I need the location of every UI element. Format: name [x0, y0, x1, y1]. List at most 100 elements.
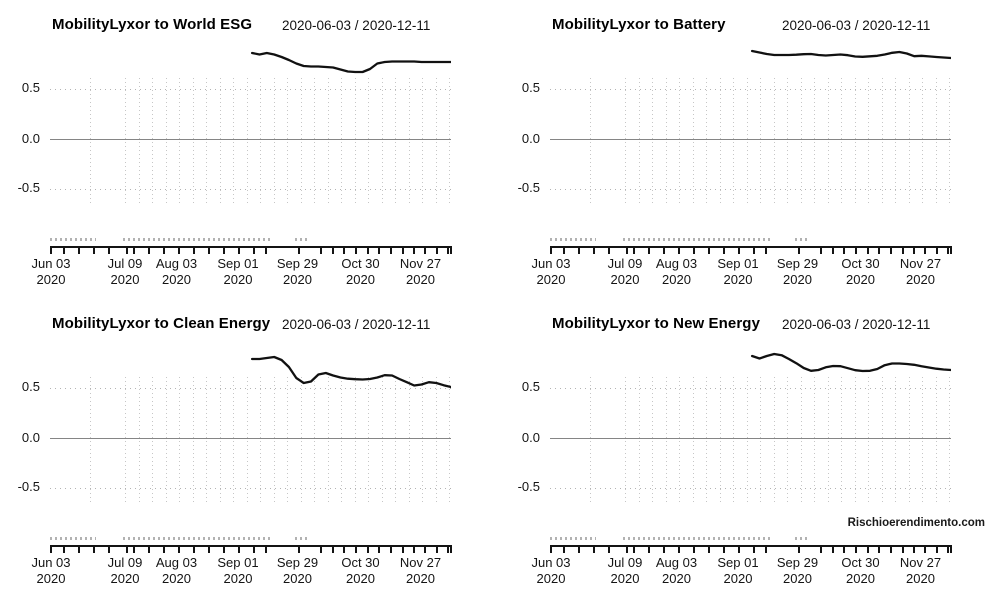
x-axis-tick — [924, 546, 926, 553]
vertical-gridline — [287, 78, 288, 204]
x-axis-label-date: Oct 30 — [841, 555, 880, 570]
vertical-gridline — [300, 78, 302, 204]
x-axis-tick — [93, 546, 95, 553]
x-axis-tick — [723, 247, 725, 254]
chart-title: MobilityLyxor to New Energy — [552, 315, 761, 332]
x-axis-label: Aug 03 2020 — [645, 555, 709, 587]
x-axis-tick — [738, 546, 740, 553]
x-axis-tick — [78, 247, 80, 254]
vertical-gridline — [590, 377, 591, 503]
x-axis-tick — [947, 546, 949, 553]
gridline-dotted-neg05 — [550, 488, 951, 489]
x-axis-label-year: 2020 — [846, 571, 875, 586]
x-axis-label: Aug 03 2020 — [145, 256, 209, 288]
vertical-gridline — [233, 377, 234, 503]
vertical-gridline — [881, 377, 883, 503]
vertical-gridline — [435, 78, 437, 204]
x-axis-tick — [550, 247, 552, 254]
zero-line — [550, 438, 951, 439]
vertical-gridline — [152, 377, 153, 503]
x-axis-line — [50, 545, 452, 547]
vertical-gridline — [800, 78, 802, 204]
vertical-gridline — [246, 377, 248, 503]
x-axis-tick — [148, 546, 150, 553]
x-axis-tick — [447, 247, 449, 254]
gridline-dotted-pos05 — [50, 89, 451, 90]
vertical-gridline — [949, 78, 950, 204]
x-axis-line — [550, 545, 952, 547]
chart-date-range: 2020-06-03 / 2020-12-11 — [782, 317, 931, 332]
vertical-gridline — [395, 78, 396, 204]
x-axis-tick — [108, 546, 110, 553]
x-axis-label: Jul 09 2020 — [93, 555, 157, 587]
x-axis-tick — [867, 247, 869, 254]
x-axis-tick — [424, 247, 426, 254]
vertical-gridline — [827, 78, 829, 204]
vertical-gridline — [408, 377, 410, 503]
gridline-dotted-pos05 — [550, 388, 951, 389]
vertical-gridline — [827, 377, 829, 503]
gridline-dotted-pos05 — [550, 89, 951, 90]
x-axis-tick — [413, 247, 415, 254]
vertical-gridline — [179, 78, 180, 204]
vertical-gridline — [854, 377, 856, 503]
x-axis-label-date: Jun 03 — [31, 256, 71, 271]
x-axis-label: Nov 27 2020 — [889, 256, 953, 288]
x-axis-tick — [298, 247, 300, 254]
x-axis-tick — [924, 247, 926, 254]
y-axis-label: -0.5 — [517, 180, 540, 195]
x-axis-tick — [223, 546, 225, 553]
vertical-gridline — [625, 78, 626, 204]
x-axis-label-date: Nov 27 — [399, 256, 442, 271]
vertical-gridline — [192, 78, 194, 204]
x-axis-label: Sep 29 2020 — [766, 555, 830, 587]
x-axis-label-year: 2020 — [110, 272, 140, 287]
x-axis-minor-marks — [623, 238, 770, 241]
y-axis-label: 0.5 — [521, 80, 540, 95]
x-axis-label-year: 2020 — [906, 272, 935, 287]
y-axis-label: 0.0 — [21, 131, 40, 146]
x-axis-tick — [626, 546, 628, 553]
x-axis-tick — [78, 546, 80, 553]
x-axis-label-date: Nov 27 — [899, 555, 942, 570]
x-axis-label: Jun 03 2020 — [19, 555, 83, 587]
x-axis-tick — [832, 546, 834, 553]
x-axis-minor-marks — [623, 537, 770, 540]
x-axis-minor-marks — [550, 238, 596, 241]
gridline-dotted-neg05 — [50, 488, 451, 489]
x-axis-tick — [843, 247, 845, 254]
x-axis-tick — [855, 247, 857, 254]
vertical-gridline — [854, 78, 856, 204]
vertical-gridline — [260, 78, 261, 204]
vertical-gridline — [922, 377, 923, 503]
x-axis-tick — [265, 546, 267, 553]
x-axis-label-date: Aug 03 — [155, 256, 198, 271]
x-axis-tick — [378, 247, 380, 254]
x-axis-line — [550, 246, 952, 248]
correlation-line — [750, 352, 951, 373]
x-axis-tick — [178, 546, 180, 553]
vertical-gridline — [422, 377, 423, 503]
vertical-gridline — [165, 78, 167, 204]
vertical-gridline — [895, 78, 896, 204]
x-axis-tick — [913, 247, 915, 254]
vertical-gridline — [408, 78, 410, 204]
x-axis-label-year: 2020 — [110, 571, 140, 586]
vertical-gridline — [760, 377, 761, 503]
vertical-gridline — [327, 78, 329, 204]
vertical-gridline — [354, 78, 356, 204]
vertical-gridline — [381, 78, 383, 204]
x-axis-label-date: Oct 30 — [841, 256, 880, 271]
x-axis-label-year: 2020 — [223, 272, 253, 287]
x-axis-label-year: 2020 — [346, 571, 375, 586]
vertical-gridline — [246, 78, 248, 204]
x-axis-label-year: 2020 — [162, 571, 191, 586]
x-axis-label: Jul 09 2020 — [593, 555, 657, 587]
y-axis-label: 0.0 — [521, 131, 540, 146]
x-axis-minor-marks — [295, 537, 309, 540]
x-axis-label-date: Aug 03 — [155, 555, 198, 570]
y-axis-label: 0.0 — [21, 430, 40, 445]
vertical-gridline — [179, 377, 180, 503]
x-axis-tick — [578, 546, 580, 553]
x-axis-tick — [633, 247, 635, 254]
